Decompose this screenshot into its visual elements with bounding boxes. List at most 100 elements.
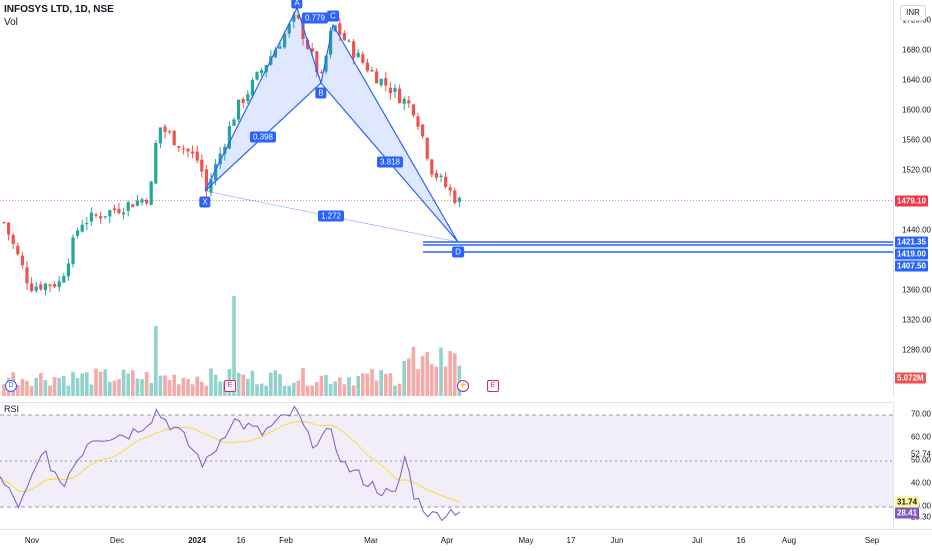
candle-body bbox=[278, 46, 282, 49]
rsi-axis[interactable]: 70.00 60.00 52.74 50.00 40.00 30.00 25.30 31.74… bbox=[893, 402, 932, 529]
candle-body bbox=[342, 33, 346, 41]
volume-bar bbox=[89, 384, 94, 396]
price-tick-label: 1320.00 bbox=[902, 315, 931, 325]
volume-bar bbox=[80, 373, 84, 396]
volume-bar bbox=[94, 368, 98, 396]
volume-bar bbox=[305, 385, 310, 396]
volume-bar bbox=[328, 383, 333, 396]
rsi-chart-canvas[interactable] bbox=[0, 403, 893, 530]
time-axis-label: Apr bbox=[440, 536, 454, 545]
volume-bar bbox=[34, 377, 38, 396]
candle-body bbox=[296, 14, 300, 19]
price-chart-pane[interactable] bbox=[0, 0, 893, 398]
volume-bar bbox=[338, 377, 342, 396]
candle-body bbox=[168, 131, 172, 133]
volume-bar bbox=[324, 375, 328, 396]
time-axis[interactable]: Nov Dec 2024 16 Feb Mar Apr May 17 Jun Jul 16 Aug Sep bbox=[0, 529, 932, 551]
volume-bar bbox=[131, 370, 135, 396]
volume-bar bbox=[163, 375, 167, 396]
volume-bar bbox=[443, 366, 448, 396]
volume-bar bbox=[264, 385, 268, 396]
candle-body bbox=[388, 87, 392, 94]
candle-body bbox=[375, 71, 379, 84]
candle-body bbox=[103, 216, 107, 218]
time-axis-label: Feb bbox=[279, 536, 293, 545]
price-tick-label: 1280.00 bbox=[902, 345, 931, 355]
volume-bar bbox=[177, 384, 181, 396]
candle-body bbox=[66, 263, 70, 277]
time-axis-label: Sep bbox=[864, 536, 880, 545]
rsi-label: RSI bbox=[4, 404, 20, 414]
price-axis[interactable]: 1720.001680.001640.001600.001560.001520.… bbox=[893, 0, 932, 398]
candle-body bbox=[448, 187, 452, 191]
volume-bar bbox=[347, 377, 351, 396]
pattern-xb-line bbox=[204, 82, 322, 192]
volume-bar bbox=[43, 380, 48, 396]
price-tick-label: 1680.00 bbox=[902, 45, 931, 55]
rsi-tick-label: 30.00 bbox=[910, 501, 931, 511]
volume-bar bbox=[181, 377, 186, 396]
candle-body bbox=[126, 202, 130, 211]
volume-bar bbox=[48, 385, 52, 396]
candle-body bbox=[411, 104, 415, 116]
price-chart-canvas[interactable] bbox=[0, 0, 893, 398]
volume-bar bbox=[218, 381, 222, 396]
volume-bar bbox=[25, 380, 29, 396]
pattern-point-b: B bbox=[315, 87, 327, 99]
volume-bar bbox=[135, 378, 140, 396]
volume-bar bbox=[20, 378, 25, 396]
rsi-ma-tag: 31.74 bbox=[895, 496, 920, 508]
volume-bar bbox=[29, 385, 34, 396]
volume-bar bbox=[213, 374, 218, 396]
candle-body bbox=[2, 222, 6, 224]
candle-body bbox=[402, 98, 406, 104]
dividend-marker[interactable]: D bbox=[5, 380, 17, 392]
volume-bar bbox=[144, 371, 149, 396]
candle-body bbox=[384, 78, 388, 86]
candle-body bbox=[191, 151, 195, 154]
volume-bar bbox=[269, 372, 273, 396]
volume-bar bbox=[186, 379, 190, 396]
price-tick-label: 1360.00 bbox=[902, 285, 931, 295]
candle-body bbox=[283, 33, 287, 48]
currency-button[interactable]: INR bbox=[900, 5, 926, 21]
candle-body bbox=[365, 62, 369, 71]
candle-body bbox=[177, 146, 181, 148]
candle-body bbox=[154, 142, 158, 184]
candle-body bbox=[425, 138, 429, 159]
candle-body bbox=[315, 51, 319, 73]
rsi-tick-label: 40.00 bbox=[910, 478, 931, 488]
volume-bar bbox=[39, 372, 43, 396]
volume-bar bbox=[379, 370, 383, 396]
candle-body bbox=[416, 116, 420, 127]
volume-bar bbox=[361, 373, 365, 396]
volume-bar bbox=[154, 326, 158, 396]
candle-body bbox=[16, 245, 20, 255]
candle-body bbox=[444, 176, 448, 187]
volume-bar bbox=[259, 383, 264, 396]
volume-bar bbox=[278, 374, 282, 396]
level-tag: 1421.35 bbox=[895, 236, 928, 248]
volume-bar bbox=[430, 364, 434, 396]
candle-body bbox=[310, 48, 314, 52]
candle-body bbox=[20, 255, 24, 266]
candle-body bbox=[250, 79, 254, 96]
volume-bar bbox=[425, 352, 429, 396]
candle-body bbox=[30, 283, 34, 292]
candle-body bbox=[89, 212, 93, 222]
time-axis-label: Jun bbox=[610, 536, 624, 545]
volume-bar bbox=[71, 371, 75, 396]
volume-bar bbox=[236, 372, 241, 396]
earnings-marker-future[interactable]: E bbox=[487, 380, 499, 392]
candle-body bbox=[11, 234, 15, 244]
volume-bar bbox=[57, 378, 61, 396]
time-axis-label: Aug bbox=[781, 536, 797, 545]
bolt-icon[interactable]: ⚡ bbox=[457, 380, 469, 392]
volume-bar bbox=[167, 379, 172, 396]
candle-body bbox=[99, 216, 103, 219]
time-axis-label: 16 bbox=[736, 536, 746, 545]
volume-bar bbox=[407, 358, 411, 396]
earnings-marker[interactable]: E bbox=[224, 380, 236, 392]
volume-bar bbox=[374, 380, 379, 396]
rsi-pane[interactable] bbox=[0, 402, 893, 530]
